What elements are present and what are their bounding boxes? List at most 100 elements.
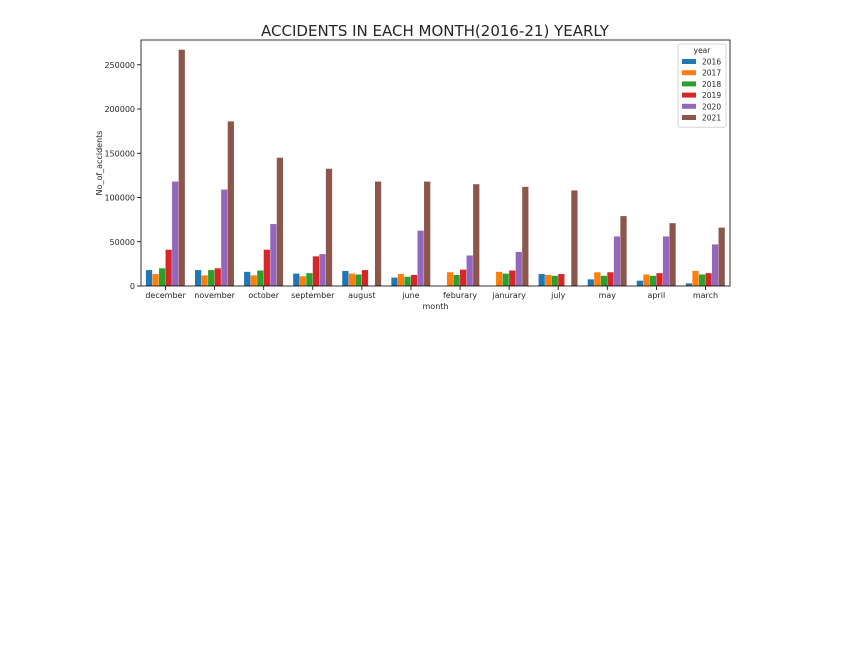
bar-2017-april — [643, 274, 650, 286]
bar-2017-august — [348, 273, 356, 286]
bar-2020-april — [662, 236, 670, 286]
bar-2016-november — [194, 270, 202, 286]
y-tick-label: 50000 — [110, 238, 135, 247]
x-tick-label: october — [248, 291, 279, 300]
bar-2018-may — [600, 275, 607, 286]
bar-2020-october — [270, 224, 277, 286]
bar-2017-july — [545, 274, 552, 286]
bar-2019-feburary — [460, 269, 467, 286]
y-tick-label: 150000 — [104, 149, 135, 158]
y-tick-label: 100000 — [104, 194, 135, 203]
bar-2021-march — [718, 227, 725, 286]
bar-2018-august — [355, 274, 362, 286]
bar-2021-november — [227, 121, 234, 286]
x-tick-label: november — [194, 291, 235, 300]
legend-label-2016: 2016 — [702, 58, 721, 67]
x-axis-label: month — [423, 302, 449, 311]
legend-swatch-2016 — [682, 59, 696, 64]
bar-2020-march — [712, 244, 719, 286]
bar-2021-janurary — [522, 186, 529, 286]
x-tick-label: july — [550, 291, 566, 300]
bar-2017-september — [299, 276, 306, 286]
legend-label-2020: 2020 — [702, 102, 721, 111]
legend-swatch-2017 — [682, 70, 696, 76]
bar-2020-june — [417, 230, 424, 286]
bar-2019-november — [214, 268, 221, 286]
bar-2017-march — [692, 270, 699, 286]
bar-2021-may — [620, 216, 627, 286]
y-tick-label: 250000 — [104, 61, 135, 70]
bar-2020-november — [221, 189, 228, 286]
bar-2017-june — [397, 274, 405, 286]
bar-2017-feburary — [446, 272, 454, 286]
bar-2019-june — [410, 274, 418, 286]
bar-2018-june — [404, 276, 411, 286]
bar-2016-december — [145, 270, 153, 286]
x-tick-label: september — [291, 291, 335, 300]
y-tick-label: 200000 — [104, 105, 135, 114]
bar-2020-janurary — [515, 251, 522, 286]
bar-2021-december — [178, 49, 185, 287]
bar-2020-september — [319, 254, 326, 286]
legend-label-2019: 2019 — [702, 91, 721, 100]
bar-2017-november — [201, 275, 208, 286]
bar-2019-march — [705, 273, 712, 286]
bar-2016-may — [587, 279, 594, 286]
bar-2017-december — [152, 274, 159, 286]
bar-2019-september — [312, 256, 320, 286]
y-axis-label: No_of_accidents — [95, 131, 104, 196]
plot-frame — [140, 39, 731, 287]
x-tick-label: feburary — [443, 291, 477, 300]
x-tick-label: may — [599, 291, 617, 300]
bar-2019-august — [361, 270, 369, 286]
legend-label-2018: 2018 — [702, 80, 721, 89]
bar-2016-june — [391, 277, 398, 286]
x-tick-label: june — [401, 291, 419, 300]
bar-2019-december — [165, 249, 172, 286]
bar-2019-may — [607, 272, 614, 286]
bar-2021-june — [424, 181, 431, 286]
bar-2016-october — [244, 271, 251, 286]
bar-2021-feburary — [473, 184, 480, 286]
y-axis: 0 50000 100000 150000 200000 250000 — [104, 61, 141, 291]
legend-swatch-2018 — [682, 81, 696, 87]
bar-2019-janurary — [509, 270, 516, 286]
bar-2016-march — [685, 283, 693, 286]
bar-2016-july — [538, 274, 545, 286]
bar-2016-september — [293, 273, 300, 286]
bar-2018-feburary — [453, 274, 460, 286]
legend-label-2021: 2021 — [702, 114, 721, 123]
x-axis: december november october september august ju… — [145, 286, 718, 300]
legend-swatch-2021 — [682, 115, 696, 120]
legend-swatch-2020 — [682, 103, 696, 109]
bar-2016-august — [342, 270, 349, 286]
bar-2021-july — [571, 190, 578, 286]
bar-2017-janurary — [496, 271, 503, 286]
x-tick-label: march — [693, 291, 718, 300]
bar-2020-feburary — [466, 255, 473, 286]
bar-2018-janurary — [502, 273, 509, 286]
bar-2019-october — [263, 249, 270, 286]
legend-label-2017: 2017 — [702, 69, 721, 78]
bar-2018-march — [698, 274, 706, 286]
bar-2018-april — [649, 275, 657, 286]
x-tick-label: august — [348, 291, 375, 300]
bars-group — [145, 49, 725, 287]
bar-2018-september — [306, 273, 313, 286]
bar-2018-december — [159, 268, 166, 286]
bar-2019-july — [558, 274, 565, 286]
x-tick-label: janurary — [491, 291, 526, 300]
bar-2021-september — [325, 168, 333, 286]
legend-swatch-2019 — [682, 92, 696, 98]
bar-2020-december — [172, 181, 179, 286]
bar-2017-october — [250, 275, 257, 286]
bar-2016-april — [636, 280, 643, 286]
bar-2021-april — [669, 223, 676, 286]
x-tick-label: april — [648, 291, 666, 300]
x-tick-label: december — [145, 291, 186, 300]
bar-2018-november — [208, 270, 215, 286]
legend-title: year — [694, 46, 712, 55]
y-tick-label: 0 — [130, 282, 135, 291]
bar-2021-august — [374, 181, 382, 286]
